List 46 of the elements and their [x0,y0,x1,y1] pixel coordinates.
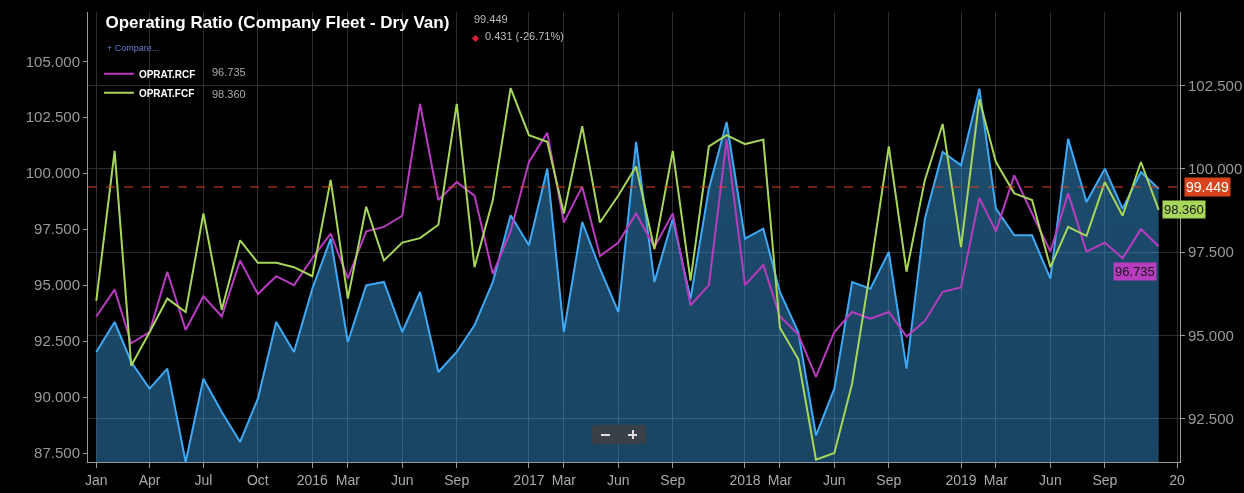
x-tick-label: Sep [1092,471,1118,488]
annotation: + Compare... [107,43,160,53]
x-tick-label: Jan [85,471,108,488]
x-tick-label: Sep [876,471,902,488]
y2-tick-label: 92.500 [1188,409,1234,427]
y2-tick-label: 100.000 [1188,159,1243,177]
x-tick-label: Mar [335,471,361,488]
data-label: 98.360 [1164,202,1204,217]
line-series [95,102,1160,378]
x-tick-label: Sep [444,471,470,488]
x-tick-label: 2018 [729,471,761,488]
legend-label: OPRAT.RCF [138,68,196,80]
x-tick-label: Sep [660,471,686,488]
x-tick-label: 2016 [296,471,329,488]
x-tick-label: Jun [823,471,846,488]
y-tick-label: 105.000 [25,52,80,70]
annotation: 0.431 (-26.71%) [485,30,564,42]
y-tick-label: 100.000 [25,164,80,182]
y-tick-label: 92.500 [34,332,80,350]
y-tick-label: 90.000 [34,388,80,406]
y2-tick-label: 95.000 [1188,326,1234,344]
y-tick-label: 87.500 [34,444,80,462]
x-tick-label: Mar [551,471,577,488]
chart-title: Operating Ratio (Company Fleet - Dry Van) [105,13,450,33]
annotation: 98.360 [212,88,246,100]
ref-line-label: 99.449 [1186,179,1230,195]
x-tick-label: Jul [194,471,213,488]
x-tick-label: Jun [390,471,414,488]
x-tick-label: 20 [1169,471,1186,488]
annotation: 96.735 [212,66,246,78]
legend-label: OPRAT.FCF [138,87,195,99]
annotation: 99.449 [474,13,508,25]
x-tick-label: 2019 [945,471,977,488]
y2-tick-label: 97.500 [1188,243,1234,261]
y-tick-label: 95.000 [34,276,80,294]
y-tick-label: 97.500 [34,220,80,238]
x-tick-label: Jun [607,471,630,488]
data-label: 96.735 [1115,264,1155,279]
x-tick-label: Mar [983,471,1009,488]
x-tick-label: Oct [246,471,269,488]
x-tick-label: 2017 [513,471,545,488]
x-tick-label: Mar [767,471,793,488]
y2-tick-label: 102.500 [1188,76,1243,94]
x-tick-label: Jun [1039,471,1062,488]
y-tick-label: 102.500 [25,108,80,126]
x-tick-label: Apr [138,471,161,488]
